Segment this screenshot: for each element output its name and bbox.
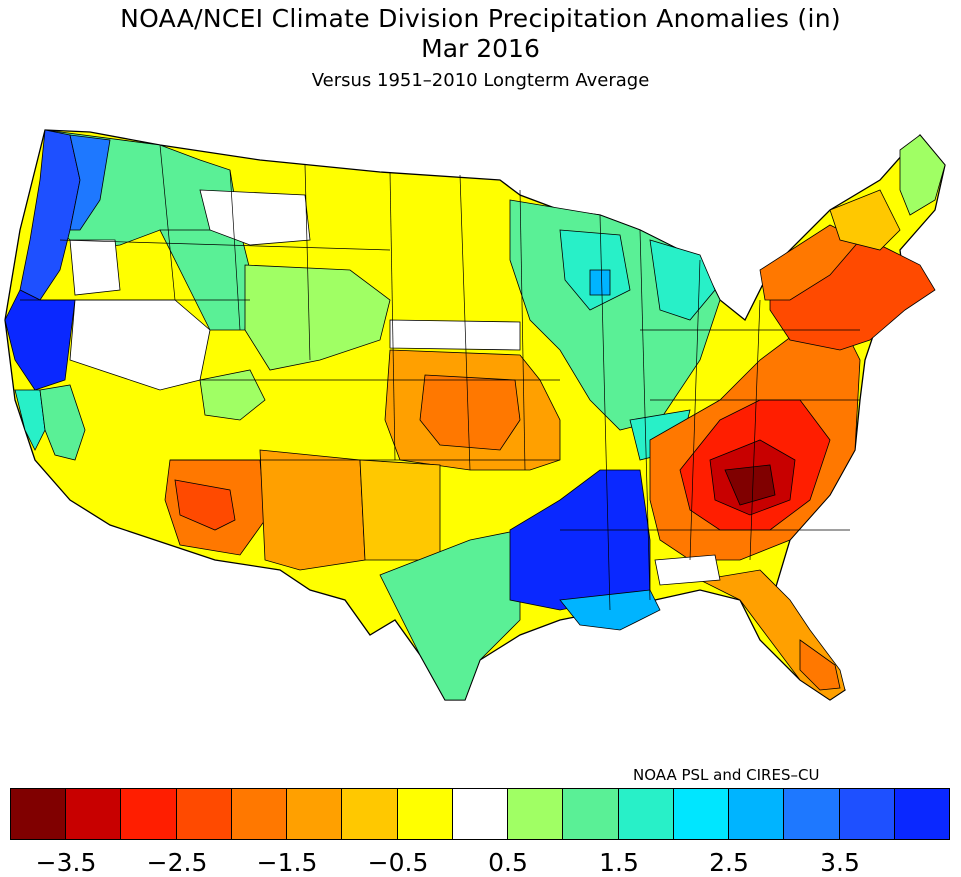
legend-swatch (784, 789, 840, 839)
region-tx-green (379, 529, 521, 701)
region-ca-valley (39, 384, 86, 461)
region-ne-yellow (829, 189, 901, 251)
map-period: Mar 2016 (421, 34, 540, 63)
map-baseline: Versus 1951–2010 Longterm Average (311, 70, 650, 91)
credit-text: NOAA PSL and CIRES–CU (633, 766, 820, 784)
region-or-white (69, 239, 121, 296)
legend-swatch (729, 789, 785, 839)
region-nm-orange (259, 449, 366, 571)
legend-tick-label: −2.5 (146, 848, 208, 877)
legend-swatch (839, 789, 895, 839)
region-white-upper-midwest (389, 319, 521, 351)
region-ny-orange (759, 224, 861, 301)
legend-swatch (563, 789, 619, 839)
legend-tick-label: 2.5 (709, 848, 749, 877)
legend-swatch (66, 789, 122, 839)
region-wy-co-green (244, 264, 391, 371)
region-lower-mississippi-blue (509, 469, 651, 611)
legend-swatch (397, 789, 453, 839)
legend-swatch (618, 789, 674, 839)
legend-tick-label: 3.5 (820, 848, 860, 877)
legend-tick-label: −1.5 (256, 848, 318, 877)
division-borders (20, 144, 860, 611)
legend-tick-label: −0.5 (367, 848, 429, 877)
region-maine-green (899, 134, 946, 216)
region-ut-green (199, 369, 266, 421)
region-ga-maroon (724, 464, 776, 506)
region-wi-blue (589, 269, 611, 296)
region-ca-central-coast (14, 389, 46, 451)
legend-swatch (508, 789, 564, 839)
region-kansas-darkorange (419, 374, 521, 451)
legend-swatch (287, 789, 343, 839)
legend-swatch (673, 789, 730, 839)
region-cascades (69, 134, 111, 231)
legend-swatch (231, 789, 288, 839)
region-al-white (654, 554, 721, 586)
region-az-red (174, 479, 236, 531)
map-title: NOAA/NCEI Climate Division Precipitation… (120, 4, 841, 33)
region-nv-dry-white (69, 299, 211, 391)
region-mt-white (199, 189, 311, 246)
legend-swatch (894, 789, 949, 839)
legend-swatch (452, 789, 509, 839)
legend-tick-label: 1.5 (599, 848, 639, 877)
color-legend-bar (10, 788, 950, 840)
region-fl-darkorange (799, 639, 841, 691)
legend-swatch (11, 789, 67, 839)
region-west-tx-orange (359, 459, 441, 561)
legend-tick-label: 0.5 (488, 848, 528, 877)
precipitation-anomaly-map (4, 129, 946, 701)
legend-swatch (342, 789, 398, 839)
legend-swatch (121, 789, 177, 839)
legend-swatch (176, 789, 232, 839)
legend-tick-label: −3.5 (35, 848, 97, 877)
